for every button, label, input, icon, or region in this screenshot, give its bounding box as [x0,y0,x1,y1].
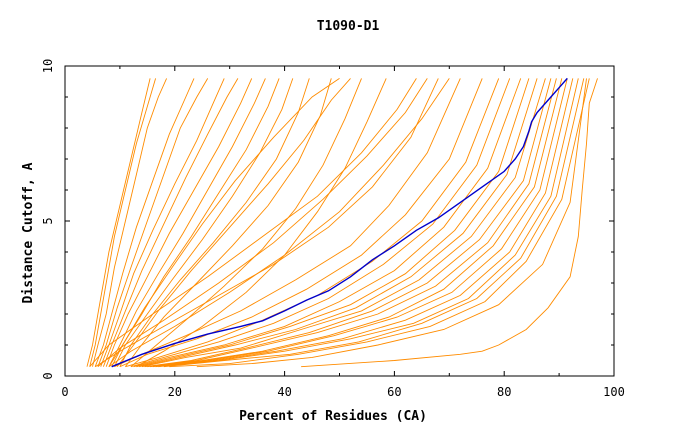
model-line-20 [133,78,522,368]
model-line-2 [92,78,168,367]
model-line-29 [158,78,579,368]
model-line-36 [108,78,450,368]
model-line-14 [136,78,387,368]
model-line-15 [94,78,439,368]
model-line-19 [130,78,511,368]
model-line-1 [89,78,157,367]
model-line-17 [119,78,483,368]
x-tick-label: 100 [603,385,625,399]
model-line-37 [108,78,340,367]
model-line-28 [155,78,574,368]
model-line-23 [141,78,546,368]
y-tick-label: 0 [41,372,55,379]
model-line-3 [94,78,195,367]
model-line-13 [130,78,362,368]
model-line-26 [150,78,563,368]
model-line-7 [105,78,253,367]
model-line-31 [169,78,590,368]
model-line-24 [144,78,552,368]
model-line-10 [113,78,294,367]
model-line-34 [89,78,417,367]
y-tick-label: 10 [41,59,55,73]
model-line-39 [86,78,151,367]
x-tick-label: 80 [497,385,511,399]
model-line-33 [196,78,587,368]
chart-title: T1090-D1 [317,19,380,34]
model-line-22 [139,78,538,368]
model-line-12 [125,78,332,367]
x-tick-label: 40 [277,385,291,399]
model-line-4 [97,78,209,367]
model-line-5 [100,78,225,367]
x-tick-label: 20 [168,385,182,399]
model-line-32 [301,78,598,368]
y-axis-label: Distance Cutoff, A [21,162,36,303]
model-line-16 [114,78,461,368]
highlight-line [111,77,568,368]
model-line-21 [136,78,530,368]
model-line-27 [152,78,568,368]
model-line-30 [163,78,585,368]
plot-lines [86,78,598,368]
x-tick-label: 60 [387,385,401,399]
highlighted-model-line [111,77,568,368]
model-line-38 [116,78,351,367]
x-axis-ticks: 0 20 40 60 80 100 [61,66,625,399]
model-line-8 [108,78,266,367]
x-axis-label: Percent of Residues (CA) [239,409,427,424]
x-tick-label: 0 [61,385,68,399]
model-line-25 [147,78,557,368]
y-tick-label: 5 [41,217,55,224]
model-line-35 [97,78,428,368]
y-axis-ticks: 0 5 10 [41,59,614,380]
model-line-11 [119,78,310,367]
model-line-6 [102,78,239,367]
